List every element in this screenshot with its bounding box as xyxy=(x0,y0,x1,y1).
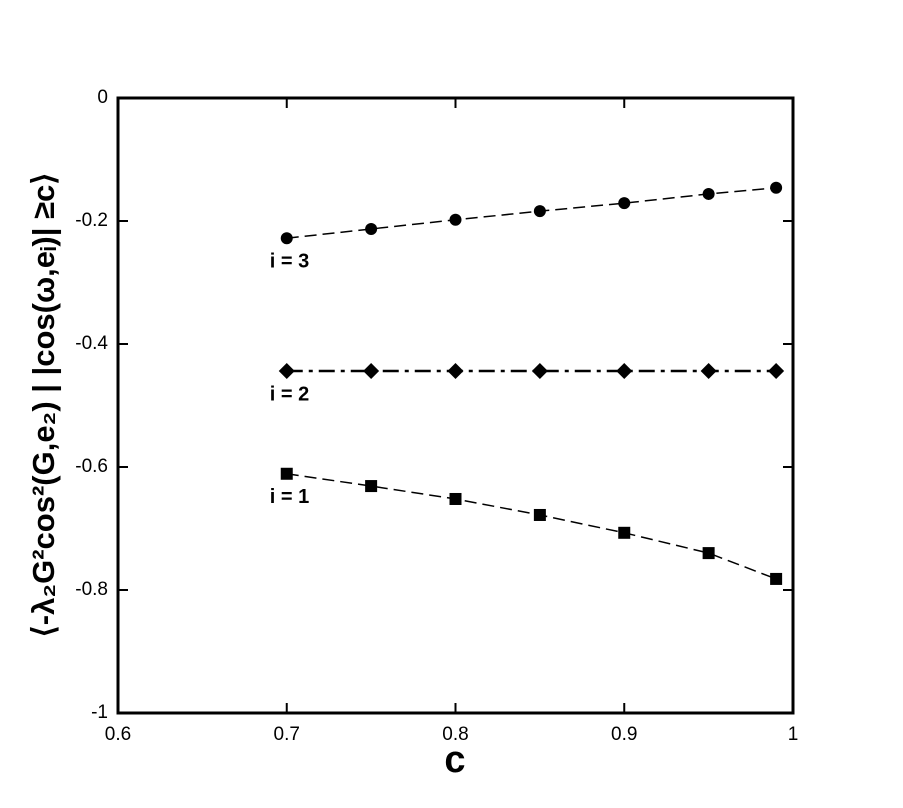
marker xyxy=(280,467,293,480)
series-line xyxy=(286,473,777,580)
y-tick-label: -0.8 xyxy=(75,579,108,600)
marker xyxy=(365,222,378,235)
marker xyxy=(702,187,715,200)
y-tick-label: -0.4 xyxy=(75,333,108,354)
x-tick-label: 0.6 xyxy=(105,724,131,745)
marker xyxy=(533,205,546,218)
marker xyxy=(363,363,380,380)
marker xyxy=(618,197,631,210)
marker xyxy=(449,213,462,226)
series-line xyxy=(286,187,777,239)
y-tick-label: -0.6 xyxy=(75,456,108,477)
marker xyxy=(280,232,293,245)
marker xyxy=(702,547,715,560)
marker xyxy=(616,363,633,380)
marker xyxy=(768,363,785,380)
marker xyxy=(770,181,783,194)
y-tick-label: 0 xyxy=(97,87,108,108)
marker xyxy=(447,363,464,380)
x-axis-label: c xyxy=(444,739,465,781)
x-tick-label: 0.7 xyxy=(274,724,300,745)
marker xyxy=(365,480,378,493)
marker xyxy=(278,363,295,380)
y-tick-label: -1 xyxy=(91,702,108,723)
x-tick-label: 0.8 xyxy=(442,724,468,745)
marker xyxy=(700,363,717,380)
marker xyxy=(531,363,548,380)
x-tick-label: 0.9 xyxy=(611,724,637,745)
x-tick-label: 1 xyxy=(788,724,799,745)
series-label: i = 1 xyxy=(270,486,309,508)
marker xyxy=(533,508,546,521)
plot-frame xyxy=(116,96,795,715)
marker xyxy=(618,526,631,539)
marker xyxy=(770,572,783,585)
series-label: i = 3 xyxy=(270,251,309,273)
y-tick-label: -0.2 xyxy=(75,210,108,231)
y-axis-label: ⟨-λ₂G²cos²(G,e₂) | |cos(ω,eᵢ)| ≥c⟩ xyxy=(26,173,61,638)
marker xyxy=(449,492,462,505)
series-label: i = 2 xyxy=(270,383,309,405)
